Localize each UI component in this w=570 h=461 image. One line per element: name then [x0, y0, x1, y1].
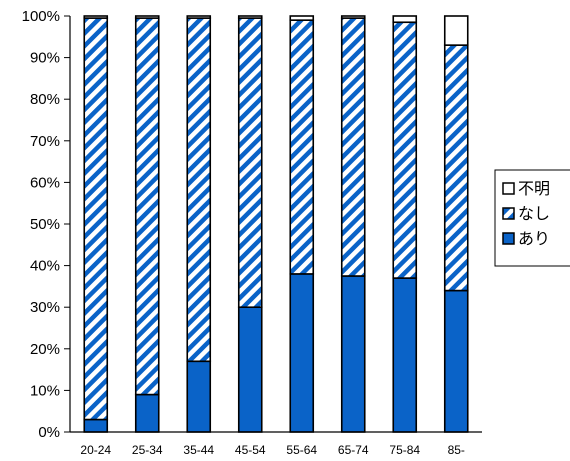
bar-segment-なし [392, 21, 418, 279]
bar-segment-なし [83, 17, 109, 421]
x-tick-label: 20-24 [80, 443, 111, 457]
y-tick-label: 90% [30, 50, 60, 67]
bar-segment-あり [392, 277, 418, 433]
y-tick-label: 10% [30, 382, 60, 399]
bar-segment-あり [134, 393, 160, 433]
x-tick-label: 45-54 [235, 443, 266, 457]
bar-segment-不明 [392, 15, 418, 24]
y-tick-label: 100% [22, 8, 60, 25]
bar-segment-あり [186, 360, 212, 433]
x-tick-label: 85- [448, 443, 465, 457]
bar-segment-なし [134, 17, 160, 396]
bar-segment-あり [443, 289, 469, 433]
bar-segment-不明 [134, 15, 160, 19]
legend-label: なし [518, 204, 550, 223]
legend-swatch [502, 232, 515, 245]
x-tick-label: 25-34 [132, 443, 163, 457]
bar-segment-あり [83, 418, 109, 433]
legend-label: あり [518, 229, 550, 248]
legend-swatch [502, 207, 515, 220]
legend-swatch [502, 182, 515, 195]
legend-label: 不明 [518, 179, 550, 198]
y-tick-label: 50% [30, 216, 60, 233]
bar-segment-不明 [443, 15, 469, 46]
y-tick-label: 40% [30, 258, 60, 275]
bars [83, 15, 469, 433]
y-tick-label: 80% [30, 91, 60, 108]
y-tick-label: 60% [30, 174, 60, 191]
x-tick-label: 35-44 [183, 443, 214, 457]
bar-segment-あり [237, 306, 263, 433]
y-tick-label: 0% [38, 424, 60, 441]
y-axis-ticks: 0% 10% 20% 30% 40% 50% 60% 70% 80% 90% 100% [22, 8, 70, 441]
y-tick-label: 30% [30, 299, 60, 316]
x-tick-label: 65-74 [338, 443, 369, 457]
bar-segment-あり [289, 273, 315, 433]
bar-segment-なし [186, 17, 212, 363]
bar-segment-不明 [237, 15, 263, 19]
bar-segment-不明 [83, 15, 109, 19]
x-tick-label: 75-84 [389, 443, 420, 457]
bar-segment-不明 [186, 15, 212, 19]
bar-segment-不明 [340, 15, 366, 19]
bar-segment-なし [237, 17, 263, 308]
bar-segment-なし [340, 17, 366, 277]
y-tick-label: 20% [30, 341, 60, 358]
y-tick-label: 70% [30, 133, 60, 150]
bar-segment-なし [289, 19, 315, 275]
bar-segment-不明 [289, 15, 315, 21]
x-axis-labels: 20-24 25-34 35-44 45-54 55-64 65-74 75-84 85- [80, 443, 465, 457]
bar-segment-あり [340, 275, 366, 433]
x-tick-label: 55-64 [286, 443, 317, 457]
bar-segment-なし [443, 44, 469, 292]
